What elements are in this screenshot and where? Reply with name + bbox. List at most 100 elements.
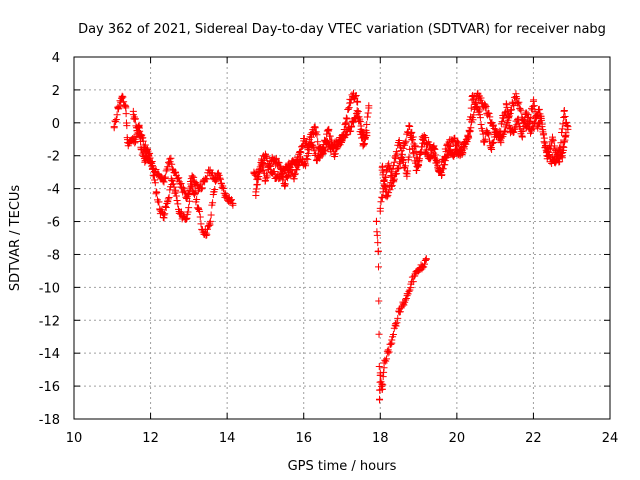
data-point xyxy=(560,113,568,121)
data-point xyxy=(186,186,194,194)
data-point xyxy=(393,170,401,178)
data-point xyxy=(188,172,196,180)
data-point xyxy=(376,396,384,404)
data-point xyxy=(379,381,387,389)
data-point xyxy=(393,319,401,327)
data-point xyxy=(560,107,568,115)
data-point xyxy=(510,128,518,136)
data-point xyxy=(263,173,271,181)
data-point xyxy=(530,102,538,110)
data-point xyxy=(337,136,345,144)
data-point xyxy=(321,137,329,145)
axis-ticks xyxy=(73,56,611,420)
data-point xyxy=(507,106,515,114)
data-point xyxy=(387,172,395,180)
data-point xyxy=(519,117,527,125)
data-point xyxy=(503,103,511,111)
data-point xyxy=(342,114,350,122)
data-point xyxy=(129,107,137,115)
data-point xyxy=(167,154,175,162)
data-point xyxy=(152,166,160,174)
data-point xyxy=(135,123,143,131)
data-point xyxy=(174,175,182,183)
data-point xyxy=(411,159,419,167)
data-point xyxy=(131,115,139,123)
data-point xyxy=(184,189,192,197)
data-point xyxy=(563,122,571,130)
data-point xyxy=(421,256,429,264)
data-point xyxy=(403,172,411,180)
data-point xyxy=(281,180,289,188)
data-point xyxy=(328,136,336,144)
data-point xyxy=(356,118,364,126)
data-point xyxy=(219,184,227,192)
data-point xyxy=(155,198,163,206)
data-point xyxy=(174,200,182,208)
data-point xyxy=(184,208,192,216)
data-point xyxy=(517,107,525,115)
data-point xyxy=(392,322,400,330)
data-point xyxy=(540,134,548,142)
data-point xyxy=(141,141,149,149)
data-point xyxy=(471,103,479,111)
data-point xyxy=(351,92,359,100)
data-point xyxy=(516,105,524,113)
data-point xyxy=(363,132,371,140)
data-point xyxy=(478,99,486,107)
data-point xyxy=(326,132,334,140)
data-point xyxy=(421,260,429,268)
data-point xyxy=(185,190,193,198)
data-point xyxy=(562,118,570,126)
data-point xyxy=(308,129,316,137)
data-point xyxy=(122,110,130,118)
data-point xyxy=(400,163,408,171)
data-point xyxy=(484,109,492,117)
data-point xyxy=(490,138,498,146)
data-point xyxy=(131,139,139,147)
data-point xyxy=(415,157,423,165)
data-point xyxy=(469,91,477,99)
data-point xyxy=(489,121,497,129)
data-point xyxy=(409,150,417,158)
data-point xyxy=(211,186,219,194)
data-point xyxy=(383,193,391,201)
data-point xyxy=(193,196,201,204)
data-point xyxy=(160,214,168,222)
data-point xyxy=(344,105,352,113)
data-point xyxy=(285,159,293,167)
data-point xyxy=(395,164,403,172)
data-point xyxy=(191,188,199,196)
data-point xyxy=(194,181,202,189)
data-point xyxy=(375,330,383,338)
data-point xyxy=(482,103,490,111)
data-point xyxy=(381,184,389,192)
data-point xyxy=(454,138,462,146)
data-point xyxy=(426,141,434,149)
data-point xyxy=(390,162,398,170)
data-point xyxy=(162,167,170,175)
data-point xyxy=(175,174,183,182)
data-point xyxy=(262,153,270,161)
data-point xyxy=(376,207,384,215)
data-point xyxy=(118,92,126,100)
data-point xyxy=(414,160,422,168)
data-point xyxy=(365,102,373,110)
data-point xyxy=(538,120,546,128)
y-tick-label: -8 xyxy=(47,248,60,263)
data-point xyxy=(405,153,413,161)
data-point xyxy=(286,163,294,171)
data-point xyxy=(283,173,291,181)
data-point xyxy=(252,192,260,200)
data-point xyxy=(354,98,362,106)
data-point xyxy=(176,209,184,217)
data-point xyxy=(328,144,336,152)
data-point xyxy=(558,149,566,157)
data-point xyxy=(406,123,414,131)
data-point xyxy=(548,138,556,146)
data-point xyxy=(537,116,545,124)
data-point xyxy=(146,149,154,157)
data-point xyxy=(316,151,324,159)
x-tick-label: 20 xyxy=(449,431,466,446)
data-point xyxy=(514,100,522,108)
x-tick-label: 18 xyxy=(372,431,389,446)
